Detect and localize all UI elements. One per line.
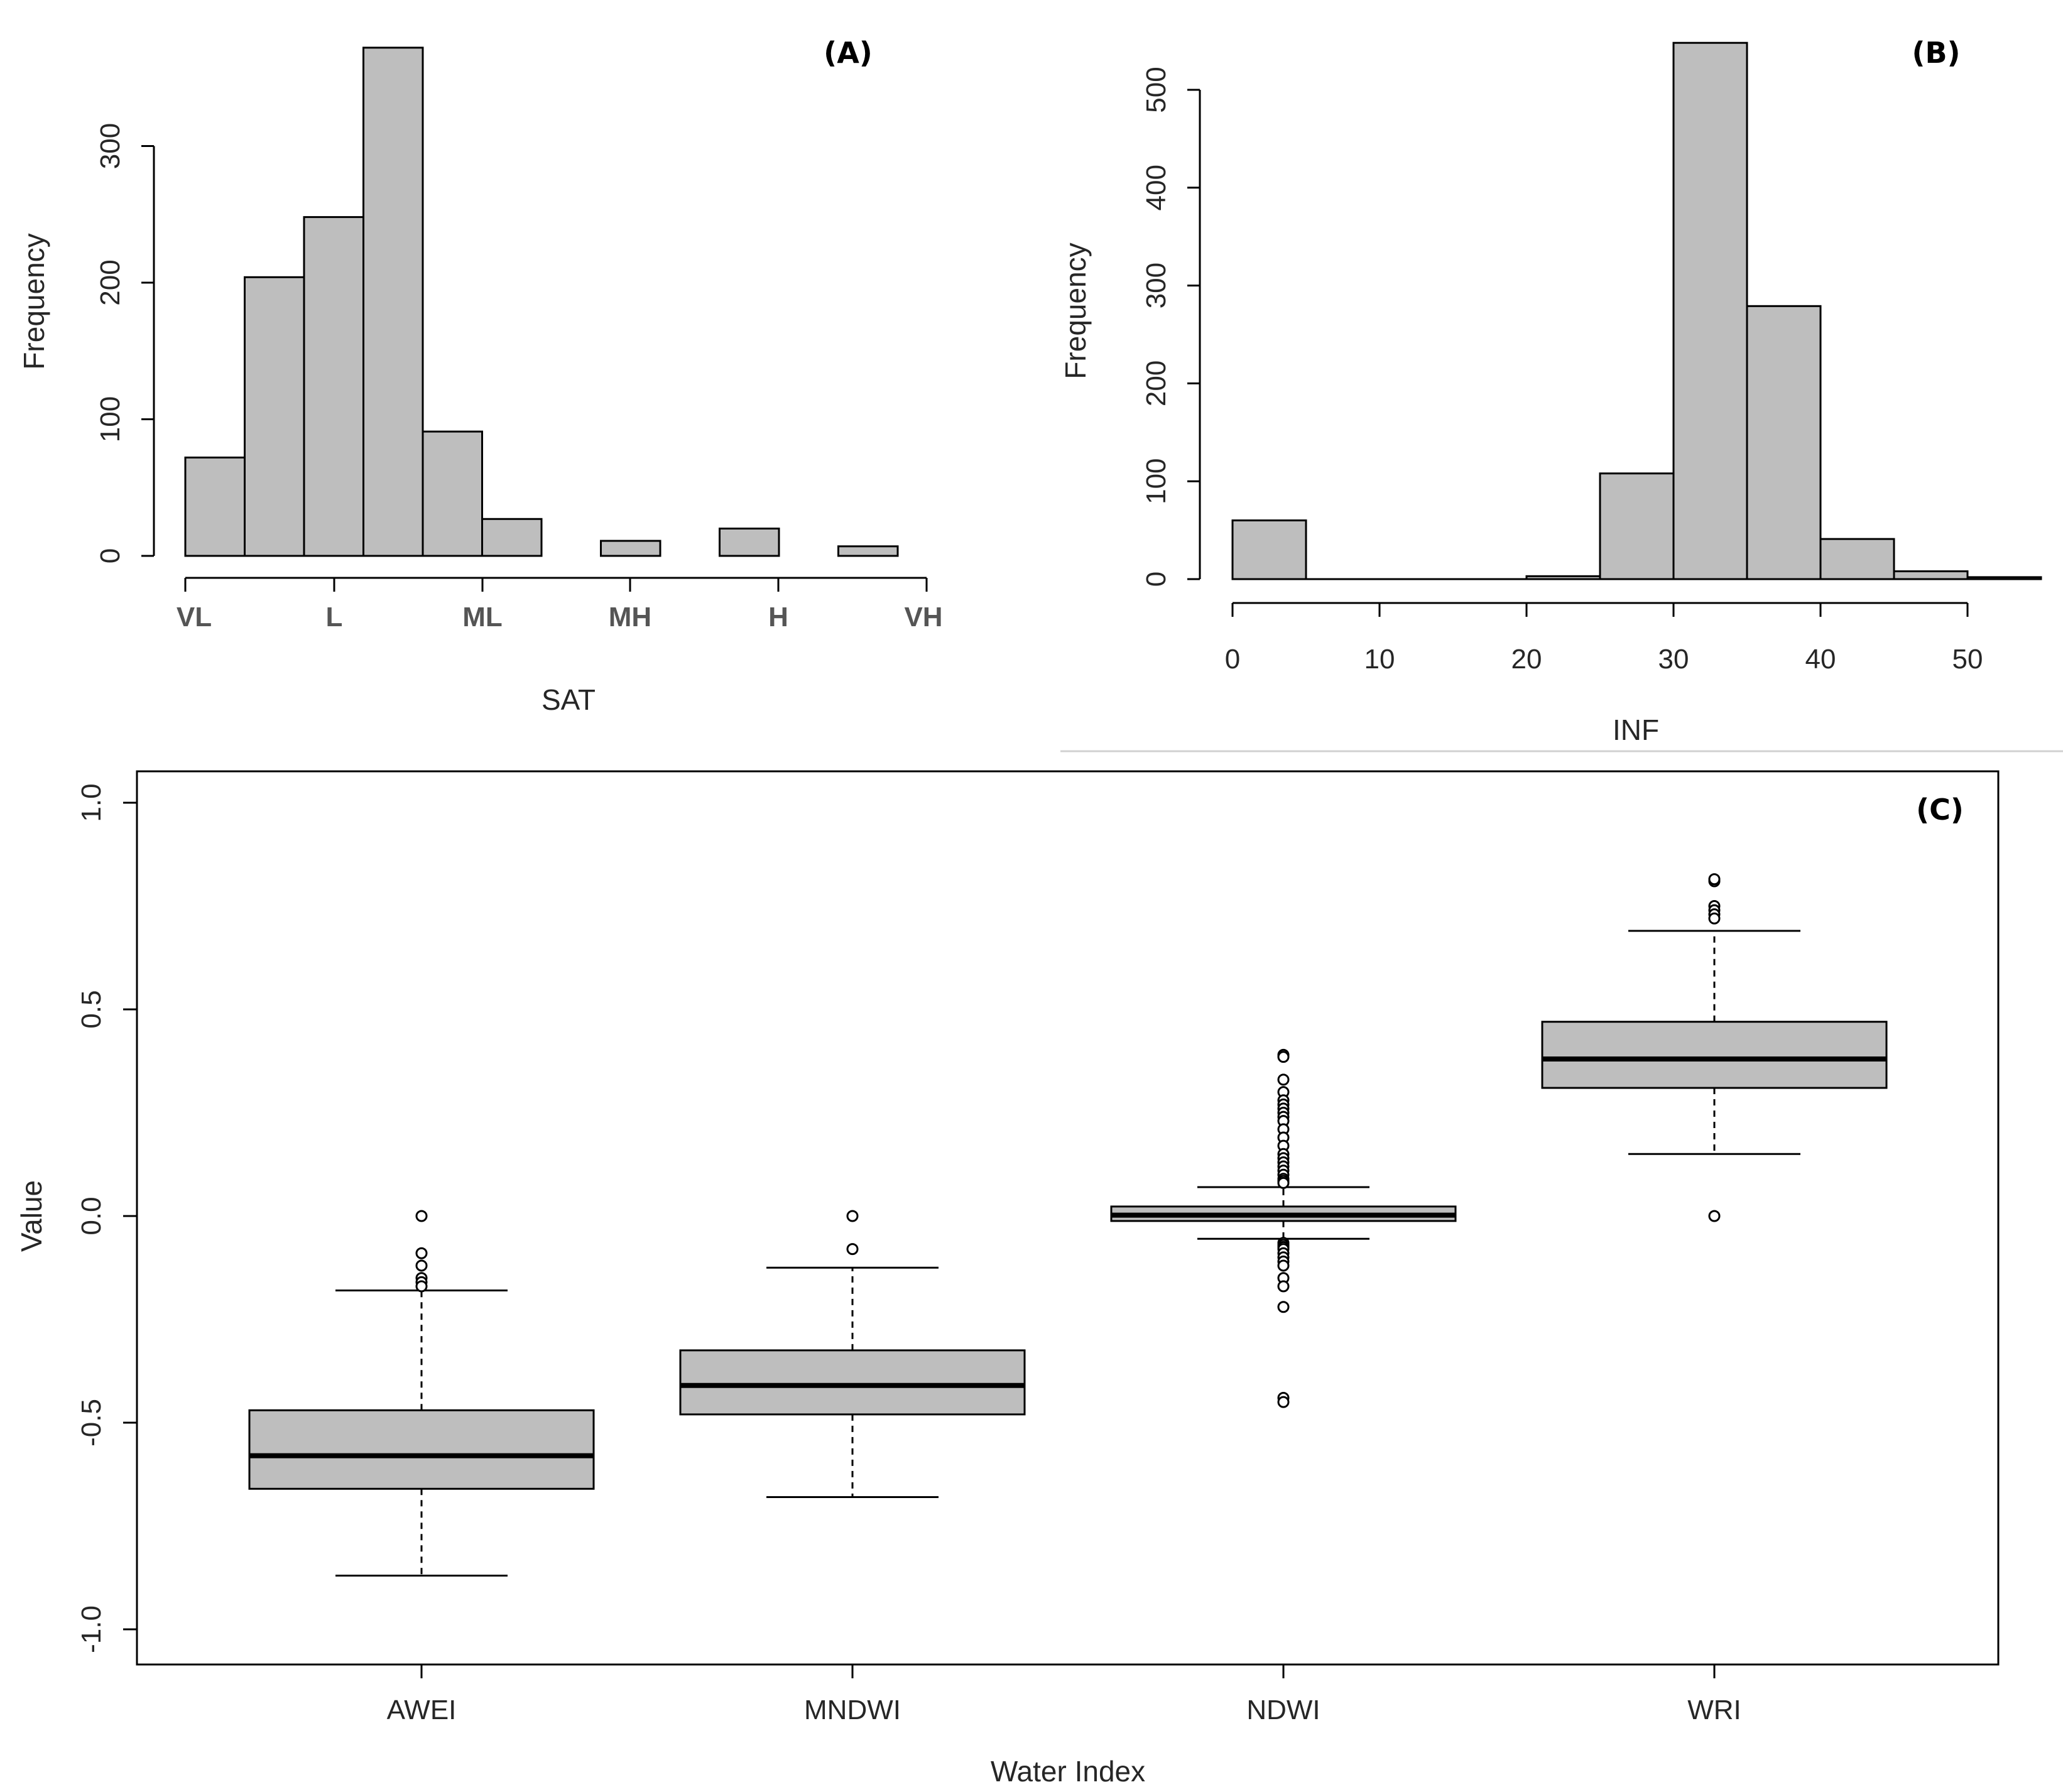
sat-y-tick-label: 300: [95, 123, 126, 169]
inf-x-axis-title: INF: [1613, 714, 1659, 746]
inf-x-tick-label: 40: [1805, 644, 1836, 675]
histogram-sat-panel: 0 100 200 300 VL L ML MH H VH SAT Frequency (A): [18, 36, 943, 716]
inf-y-axis-title: Frequency: [1059, 242, 1092, 379]
sat-bars: [184, 46, 899, 557]
sat-bar: [481, 518, 543, 557]
water-index-x-axis: AWEI MNDWI NDWI WRI: [387, 1664, 1741, 1725]
sat-x-tick-label: MH: [609, 602, 651, 633]
inf-bars: [1231, 41, 2042, 580]
sat-x-tick-label: VH: [904, 602, 942, 633]
inf-bar: [1746, 305, 1822, 580]
inf-bar: [1966, 576, 2042, 580]
sat-x-axis-title: SAT: [542, 683, 596, 716]
inf-bar: [1893, 570, 1969, 580]
water-index-tick-label: WRI: [1687, 1695, 1741, 1725]
value-y-axis-title: Value: [15, 1180, 48, 1252]
outlier-point: [1708, 1210, 1721, 1222]
sat-x-tick-label: VL: [177, 602, 212, 633]
outlier-point: [415, 1210, 428, 1222]
inf-y-tick-label: 200: [1141, 361, 1172, 406]
value-y-tick-label: 0.5: [76, 990, 107, 1028]
sat-bar: [184, 456, 246, 557]
inf-y-tick-label: 400: [1141, 165, 1172, 210]
outlier-point: [1708, 873, 1721, 886]
water-index-tick-label: AWEI: [387, 1695, 457, 1725]
histogram-inf-panel: 0 100 200 300 400 500 0 10 20 30 40 50 INF Frequen…: [1059, 36, 2042, 746]
sat-y-tick-label: 0: [95, 548, 126, 563]
boxplot-water-index-panel: -1.0 -0.5 0.0 0.5 1.0 AWEI MNDWI NDWI WRI Water…: [15, 770, 2000, 1788]
sat-x-axis: VL L ML MH H VH: [177, 577, 943, 633]
inf-bar: [1599, 472, 1675, 580]
panel-label-a: (A): [824, 36, 873, 70]
inf-x-tick-label: 30: [1658, 644, 1689, 675]
outlier-point: [1277, 1176, 1290, 1189]
inf-x-tick-label: 20: [1511, 644, 1542, 675]
box-iqr: [1541, 1021, 1888, 1089]
sat-bar: [422, 430, 483, 557]
inf-bar: [1819, 538, 1895, 580]
inf-bar: [1525, 575, 1601, 580]
sat-bar: [837, 545, 899, 557]
inf-x-tick-label: 0: [1225, 644, 1240, 675]
inf-x-tick-label: 50: [1952, 644, 1983, 675]
outlier-point: [415, 1259, 428, 1272]
value-y-tick-label: 0.0: [76, 1197, 107, 1235]
sat-x-tick-label: ML: [462, 602, 503, 633]
outlier-point: [1708, 912, 1721, 925]
sat-bar: [719, 528, 780, 557]
sat-y-axis: 0 100 200 300: [95, 123, 155, 563]
outlier-point: [415, 1280, 428, 1293]
sat-y-axis-title: Frequency: [18, 233, 50, 369]
water-index-tick-label: NDWI: [1246, 1695, 1320, 1725]
value-y-tick-label: -0.5: [76, 1399, 107, 1447]
outlier-point: [1277, 1301, 1290, 1313]
box-iqr: [679, 1349, 1026, 1416]
value-y-axis: -1.0 -0.5 0.0 0.5 1.0: [76, 783, 138, 1653]
inf-y-tick-label: 0: [1141, 572, 1172, 587]
inf-y-tick-label: 100: [1141, 458, 1172, 504]
inf-bar: [1672, 41, 1748, 580]
outlier-point: [1277, 1051, 1290, 1063]
sat-y-tick-label: 200: [95, 259, 126, 305]
inf-x-tick-label: 10: [1364, 644, 1395, 675]
water-index-x-axis-title: Water Index: [991, 1755, 1145, 1788]
sat-x-tick-label: H: [768, 602, 788, 633]
sat-bar: [362, 46, 424, 557]
inf-y-axis: 0 100 200 300 400 500: [1141, 67, 1201, 587]
water-index-boxes: [248, 873, 1888, 1577]
value-y-tick-label: -1.0: [76, 1605, 107, 1653]
inf-bar: [1231, 519, 1307, 580]
inf-y-tick-label: 300: [1141, 263, 1172, 308]
outlier-point: [846, 1210, 859, 1222]
outlier-point: [415, 1247, 428, 1259]
outlier-point: [846, 1243, 859, 1256]
inf-x-axis: 0 10 20 30 40 50: [1225, 602, 1983, 675]
box-iqr: [248, 1409, 595, 1490]
water-index-tick-label: MNDWI: [804, 1695, 901, 1725]
inf-y-tick-label: 500: [1141, 67, 1172, 112]
value-y-tick-label: 1.0: [76, 783, 107, 822]
outlier-point: [1277, 1073, 1290, 1086]
outlier-point: [1277, 1396, 1290, 1408]
sat-y-tick-label: 100: [95, 396, 126, 442]
panel-label-c: (C): [1916, 793, 1964, 827]
sat-bar: [244, 276, 305, 557]
sat-bar: [303, 216, 364, 557]
sat-x-tick-label: L: [326, 602, 343, 633]
outlier-point: [1277, 1259, 1290, 1272]
sat-bar: [600, 540, 661, 557]
outlier-point: [1277, 1280, 1290, 1293]
panel-label-b: (B): [1912, 36, 1960, 70]
